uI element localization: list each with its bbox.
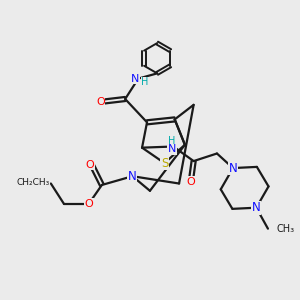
Text: O: O [84, 199, 93, 209]
Text: N: N [128, 170, 137, 183]
Text: N: N [252, 201, 261, 214]
Text: H: H [141, 77, 148, 87]
Text: S: S [161, 157, 168, 169]
Text: CH₃: CH₃ [276, 224, 294, 234]
Text: N: N [130, 74, 139, 84]
Text: N: N [168, 144, 176, 154]
Text: O: O [96, 97, 105, 107]
Text: O: O [186, 177, 195, 187]
Text: N: N [229, 162, 237, 175]
Text: O: O [86, 160, 94, 170]
Text: CH₂CH₃: CH₂CH₃ [16, 178, 50, 187]
Text: H: H [168, 136, 176, 146]
